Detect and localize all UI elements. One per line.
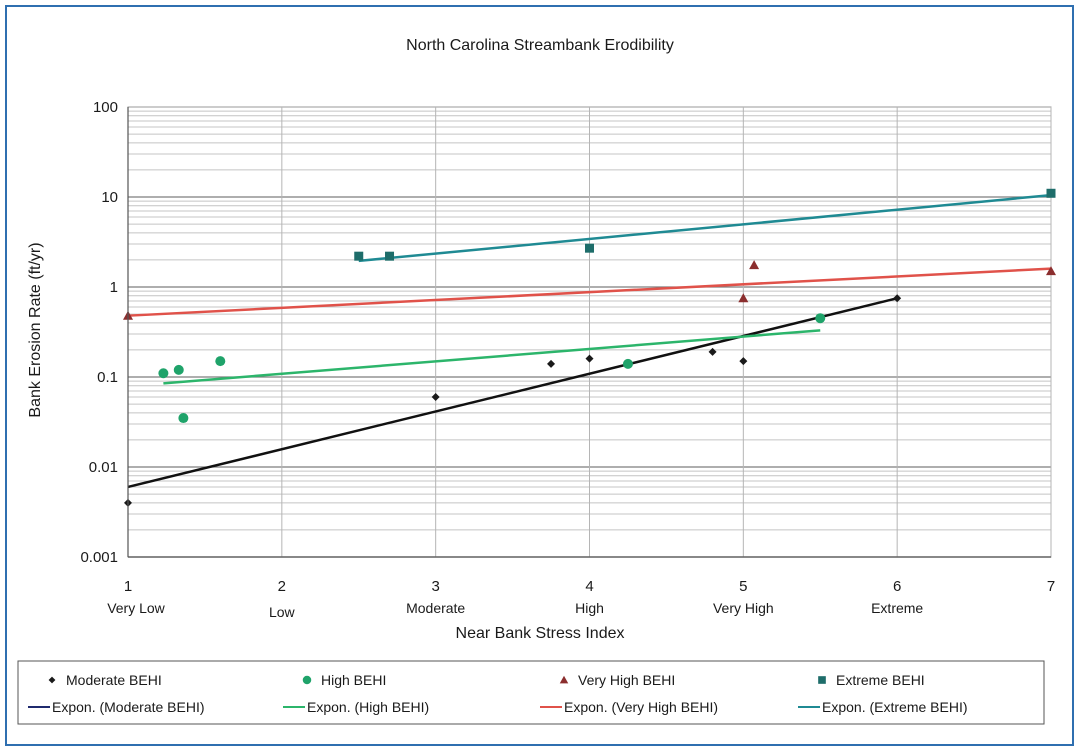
data-point <box>547 359 556 368</box>
x-tick-label: 6 <box>893 578 901 595</box>
trendline <box>163 329 821 385</box>
x-tick-label: 4 <box>585 578 593 595</box>
y-tick-label: 10 <box>101 189 118 206</box>
data-point <box>354 251 364 261</box>
legend-label: Moderate BEHI <box>66 672 162 688</box>
legend-label: Very High BEHI <box>578 672 675 688</box>
x-category-label: Moderate <box>406 600 465 616</box>
x-category-label: Low <box>269 604 296 620</box>
data-point <box>738 293 749 303</box>
legend-label: High BEHI <box>321 672 386 688</box>
trendline <box>358 193 1052 263</box>
data-point <box>585 243 594 253</box>
x-category-label: Very Low <box>107 600 165 616</box>
data-point <box>215 356 226 367</box>
x-category-label: Extreme <box>871 600 923 616</box>
legend: Moderate BEHI High BEHI Very High BEHI Extr… <box>17 660 1045 725</box>
data-point <box>431 392 440 401</box>
data-point <box>749 260 760 270</box>
legend-marker <box>818 676 826 684</box>
data-point <box>708 347 717 356</box>
legend-label: Extreme BEHI <box>836 672 925 688</box>
legend-label: Expon. (High BEHI) <box>307 699 429 715</box>
data-point <box>893 294 902 303</box>
y-axis-label: Bank Erosion Rate (ft/yr) <box>27 242 44 417</box>
y-tick-label: 0.01 <box>89 459 118 476</box>
trendline <box>127 267 1052 317</box>
chart-title: North Carolina Streambank Erodibility <box>406 37 674 54</box>
data-markers <box>123 188 1056 507</box>
x-tick-label: 1 <box>124 578 132 595</box>
data-point <box>739 357 748 366</box>
data-point <box>178 413 189 424</box>
x-tick-label: 5 <box>739 578 747 595</box>
y-tick-label: 1 <box>110 279 118 296</box>
x-tick-label: 3 <box>431 578 439 595</box>
x-category-label: Very High <box>713 600 774 616</box>
legend-label: Expon. (Moderate BEHI) <box>52 699 205 715</box>
x-tick-label: 7 <box>1047 578 1055 595</box>
data-point <box>815 313 826 324</box>
legend-label: Expon. (Extreme BEHI) <box>822 699 968 715</box>
data-point <box>385 251 395 261</box>
x-tick-label: 2 <box>278 578 286 595</box>
legend-label: Expon. (Very High BEHI) <box>564 699 718 715</box>
y-tick-label: 0.1 <box>97 369 118 386</box>
data-point <box>158 368 169 379</box>
plot-area <box>127 106 1052 558</box>
trendlines <box>127 193 1052 489</box>
y-tick-label: 0.001 <box>80 549 118 566</box>
data-point <box>585 354 594 363</box>
legend-marker <box>559 675 569 684</box>
axes: 0.001 0.01 0.1 1 10 100 1 2 3 4 5 6 7 Very Low Low Mode… <box>80 99 1055 620</box>
data-point <box>1046 188 1056 198</box>
legend-marker <box>302 675 312 685</box>
data-point <box>173 364 184 375</box>
x-axis-label: Near Bank Stress Index <box>456 625 625 642</box>
legend-box <box>17 660 1045 725</box>
trendline <box>127 297 898 489</box>
y-tick-label: 100 <box>93 99 118 116</box>
data-point <box>1046 266 1056 276</box>
x-category-label: High <box>575 600 604 616</box>
legend-marker <box>48 676 56 684</box>
data-point <box>622 358 633 369</box>
